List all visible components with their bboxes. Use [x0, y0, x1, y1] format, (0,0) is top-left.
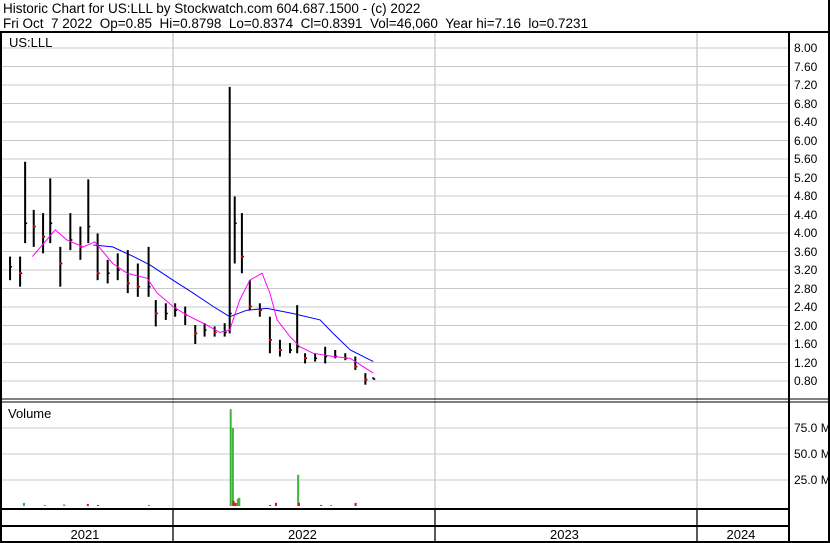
down-close-mark — [184, 313, 187, 316]
price-tick-label: 2.00 — [794, 318, 818, 333]
down-close-mark — [136, 285, 139, 288]
down-close-mark — [344, 357, 347, 360]
price-tick-label: 8.00 — [794, 41, 818, 55]
volume-bar — [354, 502, 357, 506]
price-tick-label: 3.60 — [794, 244, 818, 259]
volume-bar — [269, 504, 272, 506]
down-close-mark — [268, 338, 271, 341]
volume-bar — [43, 504, 46, 506]
volume-bar — [234, 502, 237, 506]
year-label: 2023 — [549, 527, 579, 542]
price-tick-label: 7.20 — [794, 78, 818, 92]
volume-bar — [236, 498, 239, 506]
down-close-mark — [126, 282, 129, 285]
volume-bar — [297, 474, 300, 506]
volume-bar — [231, 428, 234, 506]
volume-tick-label: 50.0 M — [794, 447, 830, 461]
volume-bar — [274, 502, 277, 506]
price-tick-label: 6.80 — [794, 96, 818, 111]
price-tick-label: 1.20 — [794, 355, 818, 370]
year-label: 2022 — [287, 527, 317, 542]
volume-bar — [63, 504, 66, 506]
volume-bar — [22, 502, 25, 506]
price-tick-label: 6.00 — [794, 133, 818, 148]
symbol-label: US:LLL — [9, 35, 53, 50]
volume-bar — [86, 503, 89, 506]
year-label: 2024 — [726, 527, 756, 542]
down-close-mark — [194, 332, 197, 335]
price-tick-label: 2.40 — [794, 300, 818, 314]
down-close-mark — [59, 262, 62, 265]
price-tick-label: 7.60 — [794, 59, 818, 74]
price-tick-label: 4.00 — [794, 226, 818, 240]
price-tick-label: 4.40 — [794, 207, 818, 222]
volume-bar — [229, 409, 232, 506]
price-tick-label: 5.60 — [794, 152, 818, 166]
price-tick-label: 6.40 — [794, 115, 818, 129]
down-close-mark — [304, 357, 307, 360]
down-close-mark — [79, 245, 82, 248]
down-close-mark — [213, 331, 216, 334]
down-close-mark — [96, 272, 99, 275]
quote-summary: Fri Oct 7 2022 Op=0.85 Hi=0.8798 Lo=0.83… — [3, 16, 589, 31]
volume-tick-label: 25.0 M — [794, 473, 830, 487]
down-close-mark — [278, 349, 281, 352]
down-close-mark — [19, 272, 22, 275]
price-tick-label: 3.20 — [794, 263, 818, 277]
price-tick-label: 2.80 — [794, 281, 818, 296]
volume-bar — [232, 500, 235, 506]
down-close-mark — [42, 235, 45, 238]
price-tick-label: 4.80 — [794, 189, 818, 203]
plot-background — [0, 32, 830, 543]
volume-bar — [330, 504, 333, 506]
down-close-mark — [154, 312, 157, 315]
price-tick-label: 1.60 — [794, 337, 818, 351]
volume-bar — [96, 504, 99, 506]
down-close-mark — [354, 365, 357, 368]
price-tick-label: 0.80 — [794, 374, 818, 388]
moving-average-short-line — [31, 229, 374, 374]
volume-bar — [238, 497, 241, 506]
price-tick-label: 5.20 — [794, 170, 818, 185]
volume-bar — [320, 504, 323, 506]
down-close-mark — [248, 305, 251, 308]
chart-title: Historic Chart for US:LLL by Stockwatch.… — [3, 1, 421, 16]
volume-label: Volume — [8, 406, 52, 421]
down-close-mark — [32, 225, 35, 228]
down-close-mark — [240, 255, 243, 258]
down-close-mark — [258, 309, 261, 312]
year-label: 2021 — [70, 527, 100, 542]
volume-bar — [297, 502, 300, 506]
volume-bar — [147, 504, 150, 506]
volume-tick-label: 75.0 M — [794, 421, 830, 435]
down-close-mark — [364, 378, 367, 381]
